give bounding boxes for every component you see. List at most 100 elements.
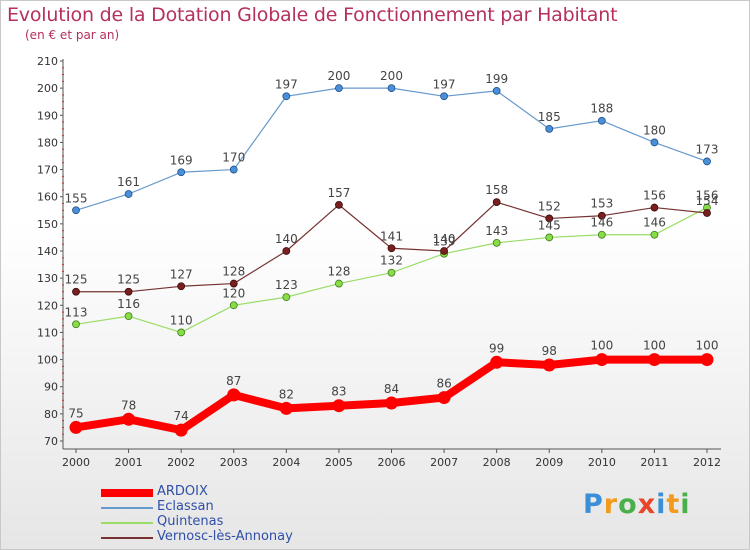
x-tick-label: 2002	[167, 456, 195, 469]
x-tick-label: 2010	[588, 456, 616, 469]
data-point	[650, 230, 659, 239]
data-point	[387, 268, 396, 277]
data-point	[700, 353, 714, 367]
data-point	[335, 200, 343, 209]
data-point	[279, 401, 293, 415]
data-label: 155	[65, 191, 88, 205]
data-label: 185	[538, 110, 561, 124]
x-tick-label: 2003	[220, 456, 248, 469]
data-point	[124, 287, 133, 296]
data-point	[72, 320, 80, 329]
data-point	[282, 247, 291, 255]
data-label: 84	[384, 382, 399, 396]
y-tick-label: 80	[44, 408, 58, 421]
axes: 7080901001101201301401501601701801902002…	[37, 55, 721, 469]
data-point	[492, 238, 501, 247]
data-label: 98	[542, 344, 557, 358]
logo-letter: i	[680, 489, 691, 520]
data-label: 197	[433, 77, 456, 91]
data-label: 161	[117, 175, 140, 189]
data-label: 78	[121, 398, 136, 412]
y-tick-label: 190	[37, 109, 58, 122]
data-label: 141	[380, 229, 403, 243]
data-label: 132	[380, 254, 403, 268]
data-point	[437, 391, 451, 405]
data-point	[545, 233, 554, 242]
legend-swatch	[101, 489, 153, 497]
data-point	[595, 353, 609, 367]
y-tick-label: 200	[37, 82, 58, 95]
data-label: 82	[279, 387, 294, 401]
logo-letter: x	[637, 489, 657, 520]
y-tick-label: 210	[37, 55, 58, 68]
data-label: 100	[590, 339, 613, 353]
data-point	[282, 92, 291, 101]
data-label: 156	[696, 189, 719, 203]
data-point	[177, 168, 186, 177]
legend-label: Vernosc-lès-Annonay	[157, 529, 293, 544]
data-point	[492, 86, 501, 95]
data-point	[597, 230, 606, 239]
data-label: 87	[226, 374, 241, 388]
data-label: 146	[590, 216, 613, 230]
data-point	[387, 244, 396, 253]
data-label: 156	[643, 189, 666, 203]
data-point	[282, 293, 291, 302]
y-tick-label: 170	[37, 164, 58, 177]
data-point	[490, 355, 504, 369]
x-tick-label: 2011	[640, 456, 668, 469]
data-point	[335, 279, 343, 288]
data-point	[72, 206, 80, 215]
data-point	[492, 198, 501, 207]
data-label: 113	[65, 305, 88, 319]
data-label: 200	[327, 69, 350, 83]
data-label: 169	[170, 153, 193, 167]
data-label: 83	[331, 385, 346, 399]
data-label: 154	[696, 194, 719, 208]
logo-letter: P	[583, 489, 604, 520]
data-label: 200	[380, 69, 403, 83]
data-label: 140	[275, 232, 298, 246]
data-point	[229, 301, 238, 310]
data-point	[332, 399, 346, 413]
y-tick-label: 180	[37, 136, 58, 149]
y-tick-label: 90	[44, 381, 58, 394]
data-label: 146	[643, 216, 666, 230]
data-label: 100	[643, 339, 666, 353]
data-label: 99	[489, 341, 504, 355]
data-point	[440, 92, 448, 101]
chart-title: Evolution de la Dotation Globale de Fonc…	[7, 4, 618, 26]
data-point	[229, 279, 238, 288]
data-label: 128	[222, 265, 245, 279]
data-point	[122, 412, 136, 426]
data-label: 125	[117, 273, 140, 287]
logo-letter: t	[666, 489, 681, 520]
data-point	[69, 420, 83, 434]
data-point	[335, 84, 343, 93]
data-point	[387, 84, 396, 93]
data-label: 143	[485, 224, 508, 238]
y-tick-label: 70	[44, 435, 58, 448]
data-point	[227, 388, 241, 402]
data-label: 199	[485, 72, 508, 86]
x-tick-label: 2005	[325, 456, 353, 469]
data-point	[177, 328, 186, 337]
data-point	[124, 190, 133, 198]
data-label: 127	[170, 267, 193, 281]
legend-label: Eclassan	[157, 499, 214, 514]
x-tick-label: 2001	[115, 456, 143, 469]
data-point	[385, 396, 398, 410]
x-tick-label: 2000	[62, 456, 90, 469]
y-tick-label: 130	[37, 272, 58, 285]
legend-label: ARDOIX	[157, 484, 208, 499]
data-label: 197	[275, 77, 298, 91]
data-point	[72, 287, 80, 296]
legend-label: Quintenas	[157, 514, 224, 529]
legend-swatch	[101, 522, 153, 524]
data-point	[177, 282, 186, 291]
legend-swatch	[101, 537, 153, 539]
data-point	[650, 138, 659, 147]
data-label: 86	[436, 377, 451, 391]
x-tick-label: 2012	[693, 456, 721, 469]
